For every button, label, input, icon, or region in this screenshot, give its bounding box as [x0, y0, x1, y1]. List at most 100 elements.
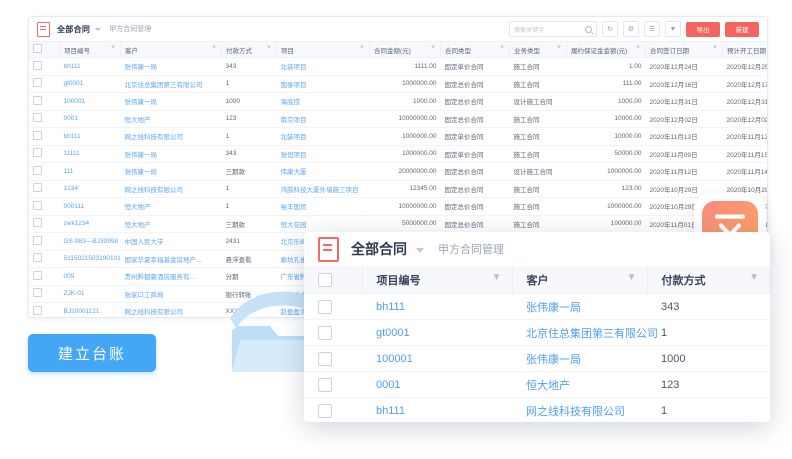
- row-checkbox[interactable]: [29, 197, 60, 216]
- panel-table-row[interactable]: 100001 张伟康一局 1000: [304, 345, 770, 372]
- table-row[interactable]: 000111 恒大地产 1 裕丰国贸 10000000.00 固定总价合同 施工合同 1000…: [29, 197, 767, 216]
- row-checkbox[interactable]: [29, 162, 60, 181]
- cell-2: 343: [221, 145, 277, 163]
- filter-icon[interactable]: ▼: [665, 21, 681, 37]
- row-checkbox[interactable]: [29, 302, 60, 317]
- table-row[interactable]: bh111 张伟康一局 343 北装项目 1111.00 固定单价合同 施工合同 1.00 20…: [29, 57, 767, 76]
- column-header-1[interactable]: 客户 ▼: [120, 42, 222, 58]
- refresh-icon[interactable]: ↻: [602, 21, 618, 37]
- cell-project-id[interactable]: bh111: [362, 397, 512, 422]
- table-row[interactable]: gt0001 北京住总集团第三有限公司 1 国泰项目 1000000.00 固定总价合同施…: [29, 75, 767, 93]
- export-button[interactable]: 导出: [686, 21, 720, 37]
- cell-customer[interactable]: 张伟康一局: [512, 345, 647, 372]
- row-checkbox[interactable]: [29, 92, 60, 111]
- column-header-8[interactable]: 合同签订日期 ▼: [645, 42, 723, 58]
- select-all-checkbox[interactable]: [33, 44, 42, 53]
- row-checkbox[interactable]: [29, 232, 60, 251]
- table-row[interactable]: 100001 张伟康一局 1000 海底捞 1000.00 固定总价合同 设计施工合同 100…: [29, 92, 767, 111]
- row-checkbox[interactable]: [29, 180, 60, 198]
- cell-9: 2020年12月02日: [722, 110, 767, 128]
- row-checkbox[interactable]: [29, 110, 60, 128]
- column-header-4[interactable]: 合同金额(元) ▼: [369, 42, 441, 58]
- filter-icon[interactable]: ▼: [626, 271, 637, 283]
- panel-table-row[interactable]: 0001 恒大地产 123: [304, 371, 770, 398]
- cell-3: 恒大花园: [276, 215, 370, 233]
- panel-table-row[interactable]: bh111 网之线科技有限公司 1: [304, 397, 770, 422]
- cell-customer[interactable]: 恒大地产: [512, 371, 647, 398]
- panel-column-header-1[interactable]: 客户 ▼: [512, 266, 648, 294]
- row-checkbox[interactable]: [29, 145, 60, 163]
- search-input[interactable]: 搜索关键字: [509, 21, 597, 37]
- cell-8: 2020年12月02日: [645, 110, 723, 128]
- cell-6: 设计施工合同: [509, 92, 567, 111]
- filter-icon[interactable]: ▼: [359, 44, 365, 51]
- row-checkbox[interactable]: [304, 345, 362, 372]
- cell-0: 0001: [59, 110, 121, 128]
- cell-8: 2020年12月16日: [645, 75, 723, 93]
- cell-1: 网之线科技有限公司: [120, 180, 222, 198]
- filter-icon[interactable]: ▼: [749, 271, 759, 283]
- row-checkbox[interactable]: [29, 250, 60, 268]
- filter-icon[interactable]: ▼: [211, 44, 217, 51]
- column-header-5[interactable]: 合同类型 ▼: [440, 42, 510, 58]
- filter-icon[interactable]: ▼: [556, 44, 562, 51]
- cell-project-id[interactable]: bh111: [362, 293, 512, 320]
- new-button[interactable]: 新建: [725, 21, 759, 37]
- filter-icon[interactable]: ▼: [712, 44, 718, 51]
- panel-table-row[interactable]: gt0001 北京住总集团第三有限公司 1: [304, 319, 770, 346]
- gear-icon[interactable]: ⚙: [623, 21, 639, 37]
- table-row[interactable]: bh111 网之线科技有限公司 1 北装项目 1000000.00 固定单价合同 施工合同 1…: [29, 127, 767, 146]
- chevron-down-icon[interactable]: [416, 247, 424, 253]
- cell-customer[interactable]: 张伟康一局: [512, 293, 647, 320]
- row-checkbox[interactable]: [29, 285, 60, 303]
- filter-icon[interactable]: ▼: [266, 44, 272, 51]
- row-checkbox[interactable]: [29, 215, 60, 233]
- cell-project-id[interactable]: 0001: [362, 371, 512, 398]
- table-row[interactable]: 0001 恒大地产 123 南京项目 10000000.00 固定总价合同 施工合同 1000…: [29, 110, 767, 128]
- filter-icon[interactable]: ▼: [430, 44, 436, 51]
- cell-customer[interactable]: 网之线科技有限公司: [512, 397, 647, 422]
- cell-9: 2020年12月25日: [722, 57, 767, 76]
- table-row[interactable]: 11111 张伟康一局 343 张恒项目 1000000.00 固定单价合同 施工合同 500…: [29, 145, 767, 163]
- column-header-3[interactable]: 项目 ▼: [276, 42, 370, 58]
- table-row[interactable]: 1234 网之线科技有限公司 1 鸿鹄科技大厦外墙施工项目 12345.00 固定总价合同…: [29, 180, 767, 198]
- row-checkbox[interactable]: [29, 57, 60, 76]
- row-checkbox[interactable]: [304, 293, 362, 320]
- cell-6: 施工合同: [509, 145, 567, 163]
- panel-column-header-2[interactable]: 付款方式 ▼: [647, 266, 770, 294]
- create-ledger-button[interactable]: 建立台账: [28, 334, 156, 372]
- search-icon[interactable]: [585, 25, 592, 33]
- row-checkbox[interactable]: [304, 397, 362, 422]
- column-header-6[interactable]: 业务类型 ▼: [509, 42, 567, 58]
- filter-icon[interactable]: ▼: [499, 44, 505, 51]
- table-row[interactable]: zwk1234 恒大地产 三期款 恒大花园 5000000.00 固定总价合同 施工合同 10…: [29, 215, 767, 233]
- filter-icon[interactable]: ▼: [635, 44, 641, 51]
- cell-0: bh111: [59, 127, 121, 146]
- column-header-7[interactable]: 履约保证金金额(元) ▼: [566, 42, 646, 58]
- table-row[interactable]: 111 张伟康一局 三期款 伟康大厦 20000000.00 固定总价合同 设计施工合同 10…: [29, 162, 767, 181]
- row-checkbox[interactable]: [29, 127, 60, 146]
- cell-3: 海底捞: [276, 92, 370, 111]
- filter-icon[interactable]: ▼: [110, 44, 116, 51]
- select-all-checkbox[interactable]: [318, 272, 332, 287]
- row-checkbox[interactable]: [304, 371, 362, 398]
- panel-column-header-0[interactable]: 项目编号 ▼: [362, 266, 513, 294]
- cell-8: 2020年11月12日: [645, 162, 723, 181]
- row-checkbox[interactable]: [29, 267, 60, 286]
- row-checkbox[interactable]: [29, 75, 60, 93]
- cell-1: 恒大地产: [120, 110, 222, 128]
- column-header-0[interactable]: 项目编号 ▼: [59, 42, 121, 58]
- columns-icon[interactable]: ☰: [644, 21, 660, 37]
- cell-0: BJ20001121: [59, 302, 121, 317]
- cell-3: 北装项目: [276, 127, 370, 146]
- filter-icon[interactable]: ▼: [491, 271, 502, 283]
- row-checkbox[interactable]: [304, 319, 362, 346]
- cell-project-id[interactable]: 100001: [362, 345, 512, 372]
- column-header-2[interactable]: 付款方式 ▼: [221, 42, 277, 58]
- column-header-9[interactable]: 预计开工日期▼: [722, 42, 767, 58]
- panel-table-row[interactable]: bh111 张伟康一局 343: [304, 293, 770, 320]
- chevron-down-icon[interactable]: [95, 27, 102, 31]
- cell-project-id[interactable]: gt0001: [362, 319, 512, 346]
- cell-customer[interactable]: 北京住总集团第三有限公司: [512, 319, 658, 346]
- cell-5: 固定总价合同: [440, 75, 510, 93]
